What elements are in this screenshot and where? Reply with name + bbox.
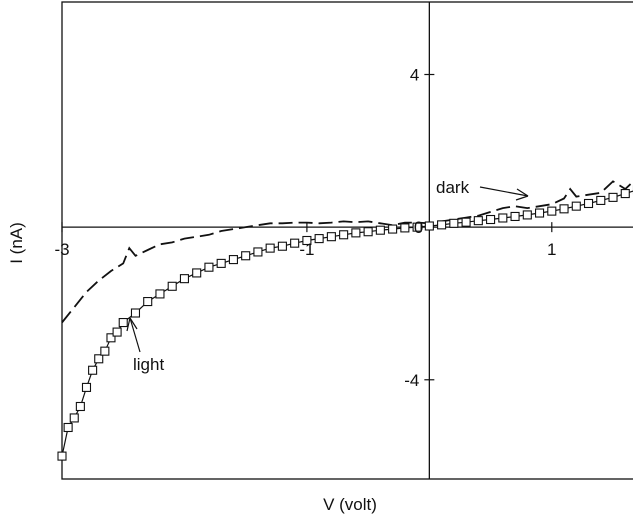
data-point-light (314, 234, 324, 244)
data-point-light (583, 198, 594, 209)
data-point-light (363, 227, 373, 237)
data-point-light (204, 262, 214, 272)
data-point-light (608, 192, 618, 202)
x-tick-label: 1 (547, 240, 556, 259)
data-point-light (69, 413, 79, 423)
data-point-light (498, 213, 508, 223)
data-point-light (94, 354, 104, 364)
data-point-light (571, 201, 581, 211)
series-layer (57, 180, 633, 461)
data-point-light (155, 289, 165, 299)
data-point-light (547, 206, 557, 216)
data-point-light (277, 241, 287, 251)
annotation-arrowhead-dark (515, 188, 529, 201)
annotation-arrowhead-light (126, 317, 138, 332)
data-point-light (179, 274, 189, 284)
data-point-light (486, 214, 496, 225)
data-point-light (88, 365, 98, 375)
x-tick-label: -1 (299, 240, 314, 259)
data-point-light (559, 204, 569, 214)
data-point-light (400, 223, 410, 233)
data-point-light (216, 258, 226, 268)
annotations: dark light (126, 178, 529, 374)
data-point-light (81, 382, 92, 392)
data-point-light (112, 327, 122, 337)
tick-labels: -3 -1 1 4 -4 0 (54, 66, 556, 390)
data-point-light (412, 222, 422, 232)
data-point-light (424, 221, 434, 231)
data-point-light (57, 451, 67, 461)
data-point-light (106, 333, 116, 343)
data-point-light (241, 251, 251, 261)
data-point-light (167, 281, 177, 291)
data-point-light (326, 232, 336, 242)
data-point-light (143, 297, 153, 307)
data-point-light (449, 218, 459, 228)
x-tick-label: -3 (54, 240, 69, 259)
data-point-light (388, 224, 398, 234)
data-point-light (228, 255, 238, 265)
data-point-light (473, 216, 483, 226)
data-point-light (351, 228, 361, 238)
annotation-dark: dark (436, 178, 470, 197)
y-tick-label: 4 (410, 66, 419, 85)
x-axis-label: V (volt) (323, 495, 377, 514)
data-point-light (302, 235, 312, 246)
y-tick-label: -4 (404, 371, 419, 390)
data-point-light (265, 243, 275, 253)
data-point-light (461, 217, 471, 227)
data-point-light (130, 308, 141, 318)
data-point-light (510, 211, 520, 222)
origin-label: 0 (414, 218, 423, 237)
data-point-light (339, 230, 349, 240)
data-point-light (535, 208, 545, 218)
series-light (57, 185, 633, 461)
y-axis-label: I (nA) (7, 222, 26, 264)
data-point-light (290, 238, 300, 248)
plot-frame (61, 1, 633, 480)
annotation-arrow-dark (479, 186, 529, 197)
data-point-light (63, 422, 73, 433)
series-line-dark (61, 180, 633, 324)
data-point-light (596, 195, 606, 205)
data-point-light (522, 210, 532, 220)
data-point-light (192, 268, 202, 278)
data-point-light (75, 401, 85, 412)
data-point-light (375, 225, 385, 235)
data-point-light (620, 189, 630, 199)
zero-axes (62, 2, 633, 479)
data-point-light (100, 346, 110, 356)
annotation-arrow-light (129, 317, 141, 353)
annotation-light: light (133, 355, 164, 374)
series-dark (61, 180, 633, 324)
data-point-light (437, 220, 447, 230)
data-point-light (118, 317, 128, 328)
data-point-light (253, 247, 263, 257)
